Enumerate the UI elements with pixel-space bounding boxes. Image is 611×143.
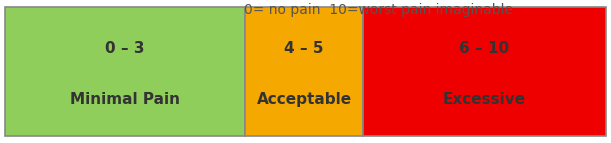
Bar [5,7,246,136]
Text: 0 – 3: 0 – 3 [105,41,145,56]
Text: 6 – 10: 6 – 10 [459,41,510,56]
Text: 0= no pain  10=worst pain imaginable: 0= no pain 10=worst pain imaginable [244,3,513,17]
Bar [246,7,362,136]
Text: Minimal Pain: Minimal Pain [70,92,180,107]
Text: Excessive: Excessive [443,92,526,107]
Text: Acceptable: Acceptable [257,92,351,107]
Bar [362,7,606,136]
Text: 4 – 5: 4 – 5 [284,41,324,56]
